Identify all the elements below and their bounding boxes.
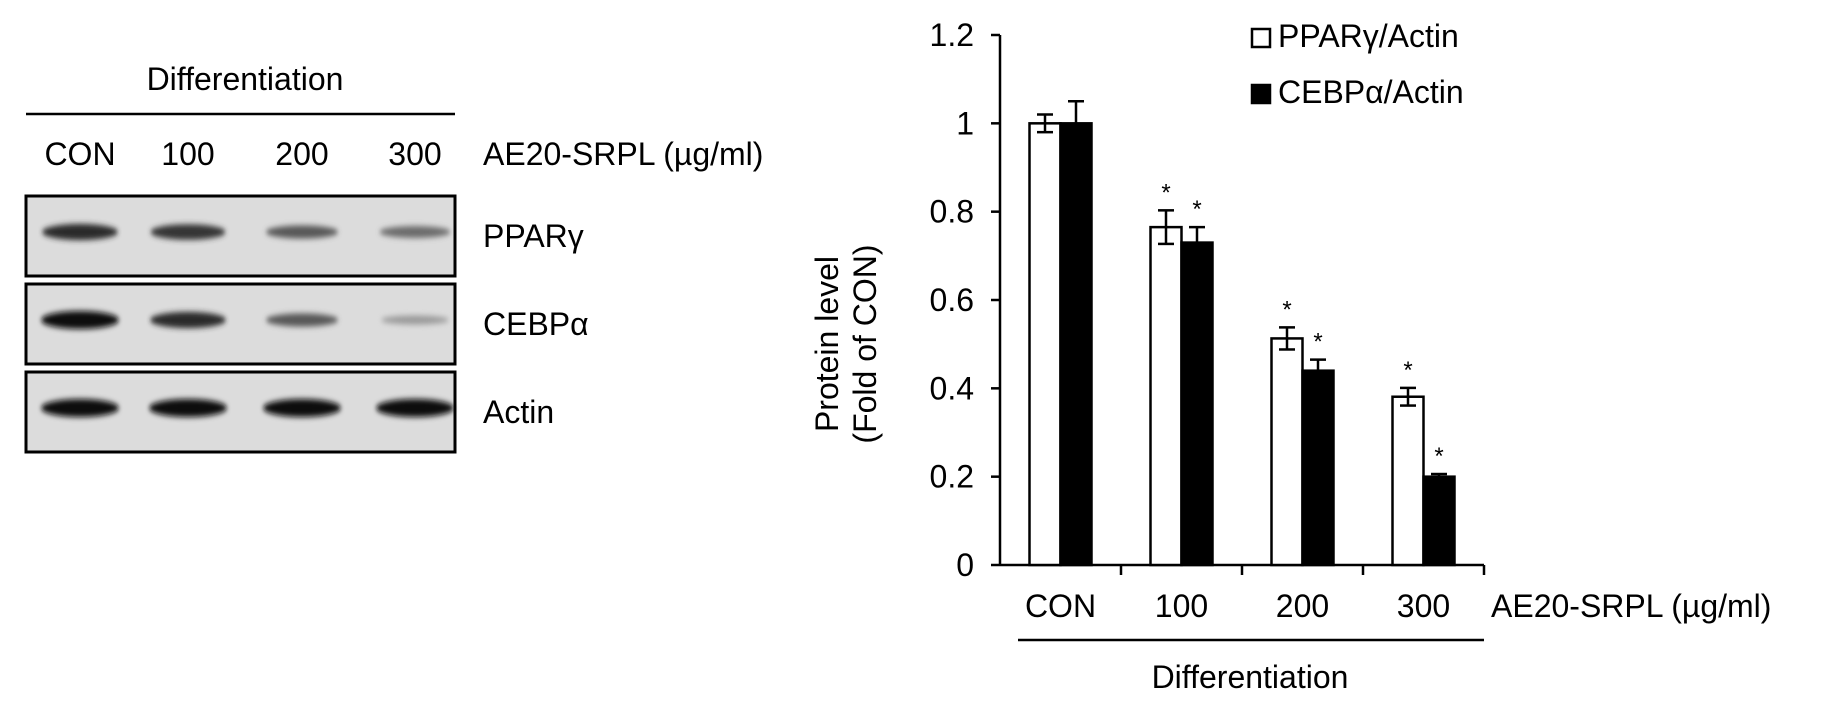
blot-lane-label: 100 bbox=[161, 136, 214, 172]
blot-protein-label: CEBPα bbox=[483, 306, 589, 342]
blot-band bbox=[41, 311, 119, 329]
bar bbox=[1028, 122, 1062, 567]
significance-marker: * bbox=[1434, 443, 1443, 470]
x-tick-label: 200 bbox=[1276, 588, 1329, 624]
y-tick-label: 0.8 bbox=[930, 194, 974, 230]
bar bbox=[1270, 337, 1304, 567]
y-axis: 0 0.2 0.4 0.6 0.8 1 1.2 bbox=[930, 17, 1002, 583]
blot-band bbox=[265, 225, 339, 239]
blot-row: PPARγ bbox=[24, 194, 584, 278]
error-bar bbox=[1400, 386, 1416, 407]
bar bbox=[1301, 369, 1335, 567]
error-bar bbox=[1158, 209, 1174, 246]
y-axis-label: Protein level (Fold of CON) bbox=[809, 244, 883, 443]
blot-treatment-label: AE20-SRPL (µg/ml) bbox=[483, 136, 763, 172]
legend-item: CEBPα/Actin bbox=[1250, 74, 1464, 110]
blot-band bbox=[263, 399, 341, 417]
blot-band bbox=[150, 224, 226, 240]
error-bar bbox=[1189, 225, 1205, 260]
chart-differentiation-label: Differentiation bbox=[1152, 659, 1349, 695]
blot-band bbox=[381, 315, 449, 325]
error-bar bbox=[1279, 326, 1295, 351]
y-tick-label: 0.4 bbox=[930, 370, 974, 406]
legend-label: CEBPα/Actin bbox=[1278, 74, 1464, 110]
blot-band bbox=[149, 399, 227, 417]
bar bbox=[1059, 122, 1093, 567]
blot-lane-label: 200 bbox=[275, 136, 328, 172]
bar bbox=[1391, 395, 1425, 567]
error-bar bbox=[1431, 472, 1447, 481]
legend-swatch bbox=[1250, 83, 1272, 105]
bar bbox=[1180, 241, 1214, 567]
x-axis-label: AE20-SRPL (µg/ml) bbox=[1491, 588, 1771, 624]
y-tick-label: 1 bbox=[956, 105, 974, 141]
blot-band bbox=[265, 313, 339, 327]
y-axis-label-line2: (Fold of CON) bbox=[847, 244, 883, 443]
blot-rows: PPARγ CEBPα Actin bbox=[24, 194, 589, 454]
bar-series-group: * * * bbox=[1028, 113, 1425, 567]
significance-marker: * bbox=[1313, 329, 1322, 356]
blot-protein-label: PPARγ bbox=[483, 218, 584, 254]
legend-label: PPARγ/Actin bbox=[1278, 18, 1459, 54]
significance-marker: * bbox=[1192, 196, 1201, 223]
legend-item: PPARγ/Actin bbox=[1250, 18, 1459, 54]
blot-band bbox=[41, 399, 119, 417]
x-tick-label: 100 bbox=[1155, 588, 1208, 624]
significance-marker: * bbox=[1161, 179, 1170, 206]
blot-lane-label: CON bbox=[44, 136, 115, 172]
legend: PPARγ/Actin CEBPα/Actin bbox=[1250, 18, 1464, 110]
x-axis: CON 100 200 300 bbox=[1000, 563, 1486, 624]
blot-row: CEBPα bbox=[24, 282, 589, 366]
blot-lane-labels: CON 100 200 300 bbox=[44, 136, 441, 172]
x-tick-label: 300 bbox=[1397, 588, 1450, 624]
error-bar bbox=[1310, 358, 1326, 383]
y-tick-label: 0.2 bbox=[930, 459, 974, 495]
bar-series: * * * * * * bbox=[1028, 100, 1456, 567]
bar bbox=[1149, 225, 1183, 567]
blot-lane-label: 300 bbox=[388, 136, 441, 172]
blot-protein-label: Actin bbox=[483, 394, 554, 430]
error-bar bbox=[1037, 113, 1053, 134]
y-tick-label: 0.6 bbox=[930, 282, 974, 318]
bar-series-group: * * * bbox=[1059, 100, 1456, 567]
significance-marker: * bbox=[1282, 296, 1291, 323]
blot-band bbox=[42, 223, 118, 241]
y-tick-label: 0 bbox=[956, 547, 974, 583]
bar bbox=[1422, 475, 1456, 567]
significance-marker: * bbox=[1403, 357, 1412, 384]
legend-swatch bbox=[1250, 27, 1272, 49]
y-tick-label: 1.2 bbox=[930, 17, 974, 53]
blot-band bbox=[379, 226, 451, 238]
x-tick-label: CON bbox=[1025, 588, 1096, 624]
error-bar bbox=[1068, 100, 1084, 147]
blot-row: Actin bbox=[24, 370, 554, 454]
blot-band bbox=[376, 399, 454, 417]
blot-band bbox=[150, 311, 226, 329]
blot-differentiation-label: Differentiation bbox=[147, 61, 344, 97]
y-axis-label-line1: Protein level bbox=[809, 256, 845, 432]
